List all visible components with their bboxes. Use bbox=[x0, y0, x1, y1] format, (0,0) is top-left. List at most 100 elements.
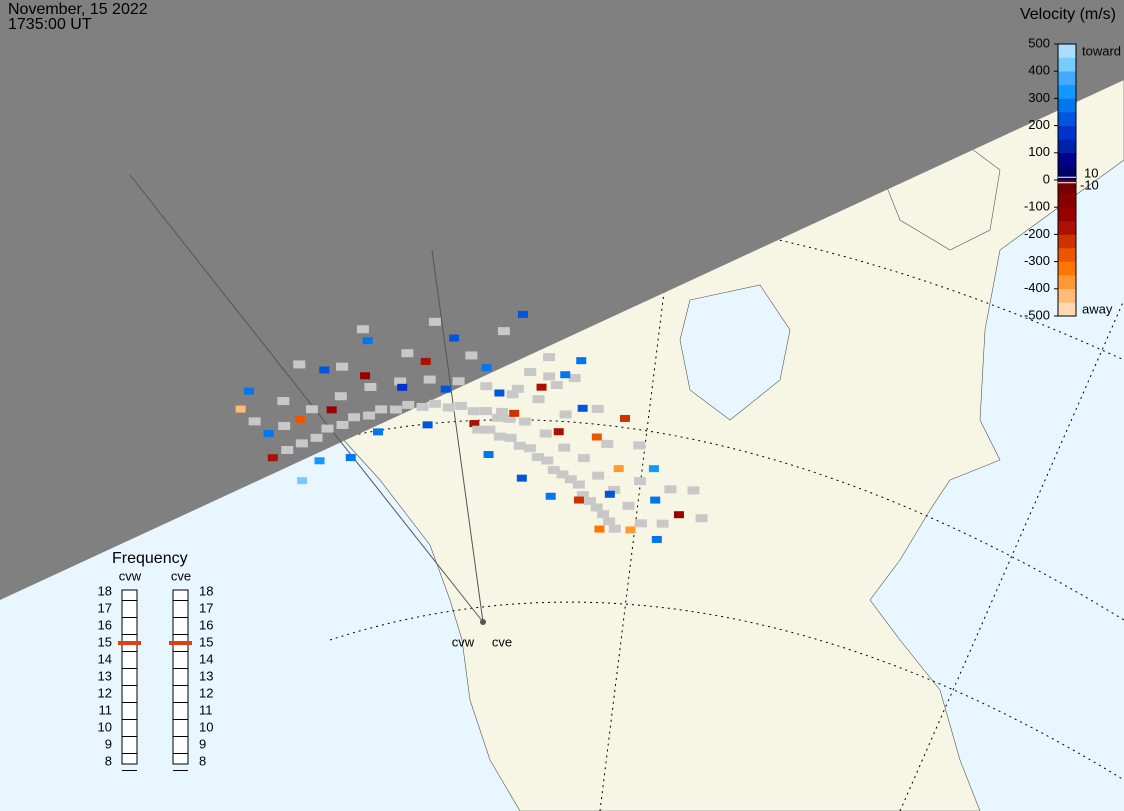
ground-scatter-cell bbox=[479, 407, 492, 416]
ground-scatter-cell bbox=[592, 471, 605, 480]
gauge-tick-label: 9 bbox=[105, 736, 112, 751]
ground-scatter-cell bbox=[295, 439, 308, 448]
frequency-marker bbox=[169, 641, 192, 645]
velocity-cell bbox=[360, 372, 371, 380]
colorbar-inner-label: -10 bbox=[1080, 177, 1099, 192]
velocity-cell bbox=[650, 496, 661, 504]
ground-scatter-cell bbox=[633, 441, 646, 450]
velocity-cell bbox=[553, 428, 564, 436]
velocity-cell bbox=[263, 430, 274, 438]
ground-scatter-cell bbox=[634, 477, 647, 486]
velocity-cell bbox=[319, 366, 330, 374]
frequency-title: Frequency bbox=[112, 550, 188, 567]
colorbar-segment bbox=[1058, 207, 1076, 222]
gauge-tick-label: 18 bbox=[98, 583, 112, 598]
velocity-cell bbox=[536, 383, 547, 391]
velocity-cell bbox=[651, 535, 662, 543]
ground-scatter-cell bbox=[583, 497, 596, 506]
ground-scatter-cell bbox=[452, 377, 465, 386]
velocity-cell bbox=[440, 385, 451, 393]
gauge-tick-label: 10 bbox=[98, 719, 112, 734]
colorbar-segment bbox=[1058, 152, 1076, 167]
ground-scatter-cell bbox=[401, 349, 414, 358]
gauge-frame bbox=[172, 589, 189, 765]
gauge-tick-label: 15 bbox=[98, 634, 112, 649]
velocity-cell bbox=[326, 406, 337, 414]
velocity-cell bbox=[560, 371, 571, 379]
colorbar-segment bbox=[1058, 234, 1076, 249]
colorbar-segment bbox=[1058, 57, 1076, 72]
colorbar-segment bbox=[1058, 125, 1076, 140]
ground-scatter-cell bbox=[483, 425, 496, 434]
colorbar-segment bbox=[1058, 98, 1076, 113]
colorbar-tick-label: -300 bbox=[1024, 253, 1050, 268]
gauge-tick-label: 17 bbox=[199, 600, 213, 615]
colorbar-tick-label: 100 bbox=[1028, 144, 1050, 159]
velocity-cell bbox=[373, 428, 384, 436]
velocity-cell bbox=[294, 415, 305, 423]
ground-scatter-cell bbox=[656, 519, 669, 528]
ground-scatter-cell bbox=[622, 501, 635, 510]
colorbar-segment bbox=[1058, 275, 1076, 290]
colorbar-tick-label: 400 bbox=[1028, 63, 1050, 78]
velocity-cell bbox=[591, 433, 602, 441]
ground-scatter-cell bbox=[531, 453, 544, 462]
velocity-cell bbox=[481, 364, 492, 372]
ground-scatter-cell bbox=[364, 382, 377, 391]
colorbar-segment bbox=[1058, 261, 1076, 276]
ground-scatter-cell bbox=[539, 429, 552, 438]
ground-scatter-cell bbox=[423, 375, 436, 384]
ground-scatter-cell bbox=[281, 446, 294, 455]
ground-scatter-cell bbox=[455, 401, 468, 410]
ground-scatter-cell bbox=[321, 424, 334, 433]
colorbar-segment bbox=[1058, 180, 1076, 194]
ground-scatter-cell bbox=[504, 433, 517, 442]
ground-scatter-cell bbox=[278, 421, 291, 430]
velocity-cell bbox=[517, 310, 528, 318]
ground-scatter-cell bbox=[608, 524, 621, 533]
ground-scatter-cell bbox=[577, 454, 590, 463]
ground-scatter-cell bbox=[310, 433, 323, 442]
radar-label: cvw bbox=[452, 634, 475, 649]
colorbar-segment bbox=[1058, 71, 1076, 86]
velocity-cell bbox=[345, 454, 356, 462]
ground-scatter-cell bbox=[590, 503, 603, 512]
time: 1735:00 UT bbox=[8, 16, 92, 33]
ground-scatter-cell bbox=[375, 405, 388, 414]
ground-scatter-cell bbox=[334, 392, 347, 401]
gauge-tick-label: 10 bbox=[199, 719, 213, 734]
velocity-cell bbox=[422, 421, 433, 429]
ground-scatter-cell bbox=[524, 368, 537, 377]
velocity-cell bbox=[604, 490, 615, 498]
ground-scatter-cell bbox=[480, 382, 493, 391]
velocity-cell bbox=[397, 383, 408, 391]
colorbar-segment bbox=[1058, 193, 1076, 208]
ground-scatter-cell bbox=[493, 432, 506, 441]
cells bbox=[235, 310, 708, 543]
ground-scatter-cell bbox=[532, 395, 545, 404]
colorbar-tick-label: -100 bbox=[1024, 199, 1050, 214]
gauge-radar-label: cve bbox=[171, 568, 191, 583]
gauge-tick-label: 11 bbox=[99, 702, 113, 717]
colorbar-tick-label: 0 bbox=[1043, 171, 1050, 186]
ground-scatter-cell bbox=[664, 485, 677, 494]
radar-label: cve bbox=[492, 634, 512, 649]
ground-scatter-cell bbox=[608, 485, 621, 494]
velocity-cell bbox=[420, 357, 431, 365]
ground-scatter-cell bbox=[503, 414, 516, 423]
ground-scatter-cell bbox=[513, 441, 526, 450]
colorbar-segment bbox=[1058, 44, 1076, 58]
ground-scatter-cell bbox=[348, 413, 361, 422]
ground-scatter-cell bbox=[248, 417, 261, 426]
ground-scatter-cell bbox=[416, 402, 429, 411]
gauge-tick-label: 13 bbox=[199, 668, 213, 683]
colorbar-segment bbox=[1058, 112, 1076, 126]
velocity-cell bbox=[297, 477, 308, 485]
colorbar-tick-label: 500 bbox=[1028, 35, 1050, 50]
ground-scatter-cell bbox=[597, 510, 610, 519]
ground-scatter-cell bbox=[558, 443, 571, 452]
ground-scatter-cell bbox=[442, 403, 455, 412]
velocity-cell bbox=[576, 357, 587, 365]
ground-scatter-cell bbox=[572, 480, 585, 489]
